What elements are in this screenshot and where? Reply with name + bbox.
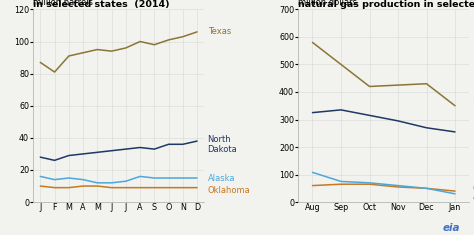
Text: Alaska: Alaska [473, 192, 474, 200]
Text: Monthly tax revenue from crude oil and
natural gas production in selected states: Monthly tax revenue from crude oil and n… [298, 0, 474, 9]
Text: North
Dakota: North Dakota [208, 135, 237, 154]
Text: Oklahoma: Oklahoma [208, 186, 250, 195]
Text: North
Dakota: North Dakota [473, 130, 474, 149]
Text: Oklahoma: Oklahoma [473, 184, 474, 193]
Text: million dollars: million dollars [298, 0, 357, 8]
Text: Texas: Texas [473, 100, 474, 109]
Text: eia: eia [442, 223, 460, 233]
Text: Alaska: Alaska [208, 173, 235, 183]
Text: million barrels: million barrels [33, 0, 93, 8]
Text: Monthly crude oil production
in selected states  (2014): Monthly crude oil production in selected… [33, 0, 188, 9]
Text: Texas: Texas [208, 27, 231, 36]
